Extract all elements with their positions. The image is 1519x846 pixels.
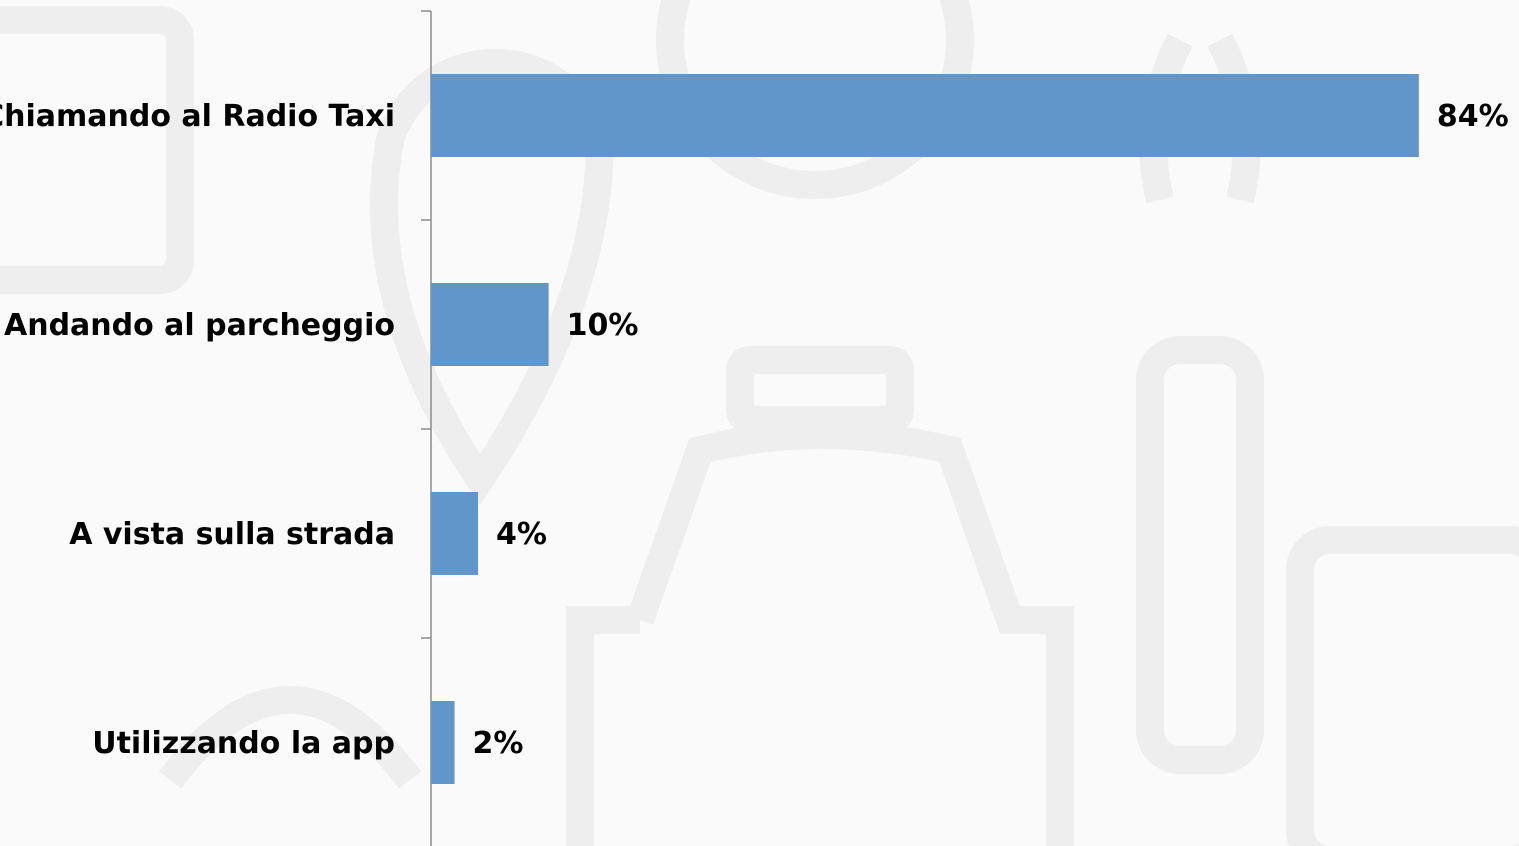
category-label: Chiamando al Radio Taxi (0, 99, 395, 134)
chart: Chiamando al Radio Taxi 84% Andando al par… (0, 0, 1519, 846)
category-label: Andando al parcheggio (4, 308, 395, 343)
value-label: 84% (1437, 99, 1509, 134)
value-label: 10% (567, 308, 639, 343)
bag-icon (1300, 540, 1519, 846)
bar (431, 492, 478, 575)
value-label: 4% (496, 517, 547, 552)
page: Chiamando al Radio Taxi 84% Andando al par… (0, 0, 1519, 846)
bar (431, 283, 549, 366)
category-label: Utilizzando la app (92, 726, 395, 761)
bar (431, 74, 1419, 157)
taxi-sign-icon (0, 20, 180, 280)
bar (431, 701, 455, 784)
category-label: A vista sulla strada (69, 517, 395, 552)
value-label: 2% (473, 726, 524, 761)
radio-icon (1150, 350, 1250, 760)
car-icon (580, 435, 1060, 846)
car-sign-icon (740, 360, 900, 420)
